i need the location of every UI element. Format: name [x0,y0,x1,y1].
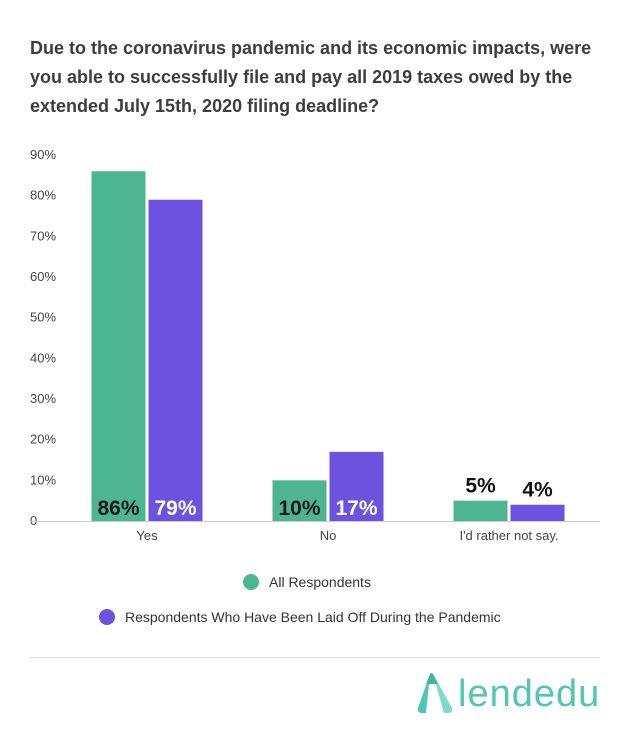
legend-item-laid-off: Respondents Who Have Been Laid Off Durin… [99,609,501,625]
y-tick-label: 70% [30,228,56,243]
bar [91,171,146,521]
data-label: 4% [522,479,553,502]
x-tick-label: I'd rather not say. [459,528,558,543]
chart-title: Due to the coronavirus pandemic and its … [30,38,592,116]
y-tick-label: 10% [30,472,56,487]
bar [272,480,327,521]
y-tick-label: 30% [30,391,56,406]
y-tick-label: 50% [30,310,56,325]
y-tick-label: 90% [30,147,56,162]
legend-label-laid-off: Respondents Who Have Been Laid Off Durin… [125,609,501,625]
y-tick-label: 80% [30,188,56,203]
bar-chart: 0 10% 20% 30% 40% 50% 60% 70% 80% 90% 86% 79% Yes 10%… [30,147,600,543]
y-tick-label: 60% [30,269,56,284]
data-label: 17% [335,497,377,520]
bar [329,451,384,521]
legend-item-all-respondents: All Respondents [243,574,371,590]
y-tick-label: 40% [30,350,56,365]
footer-divider [30,657,600,658]
lendedu-logo-text: lendedu [458,673,601,715]
data-label: 5% [465,475,496,498]
data-label: 79% [154,497,196,520]
legend-swatch-laid-off [99,609,115,625]
lendedu-logo: lendedu [416,672,600,714]
legend-label-all-respondents: All Respondents [269,574,371,590]
bar [510,504,565,521]
x-tick-label: Yes [136,528,158,543]
y-tick-label: 20% [30,432,56,447]
lendedu-logo-icon [417,673,453,713]
data-label: 10% [278,497,320,520]
legend-swatch-all-respondents [243,574,259,590]
data-label: 86% [97,497,139,520]
bar [453,500,508,521]
y-tick-label: 0 [30,513,37,528]
x-tick-label: No [320,528,337,543]
bar [148,199,203,521]
